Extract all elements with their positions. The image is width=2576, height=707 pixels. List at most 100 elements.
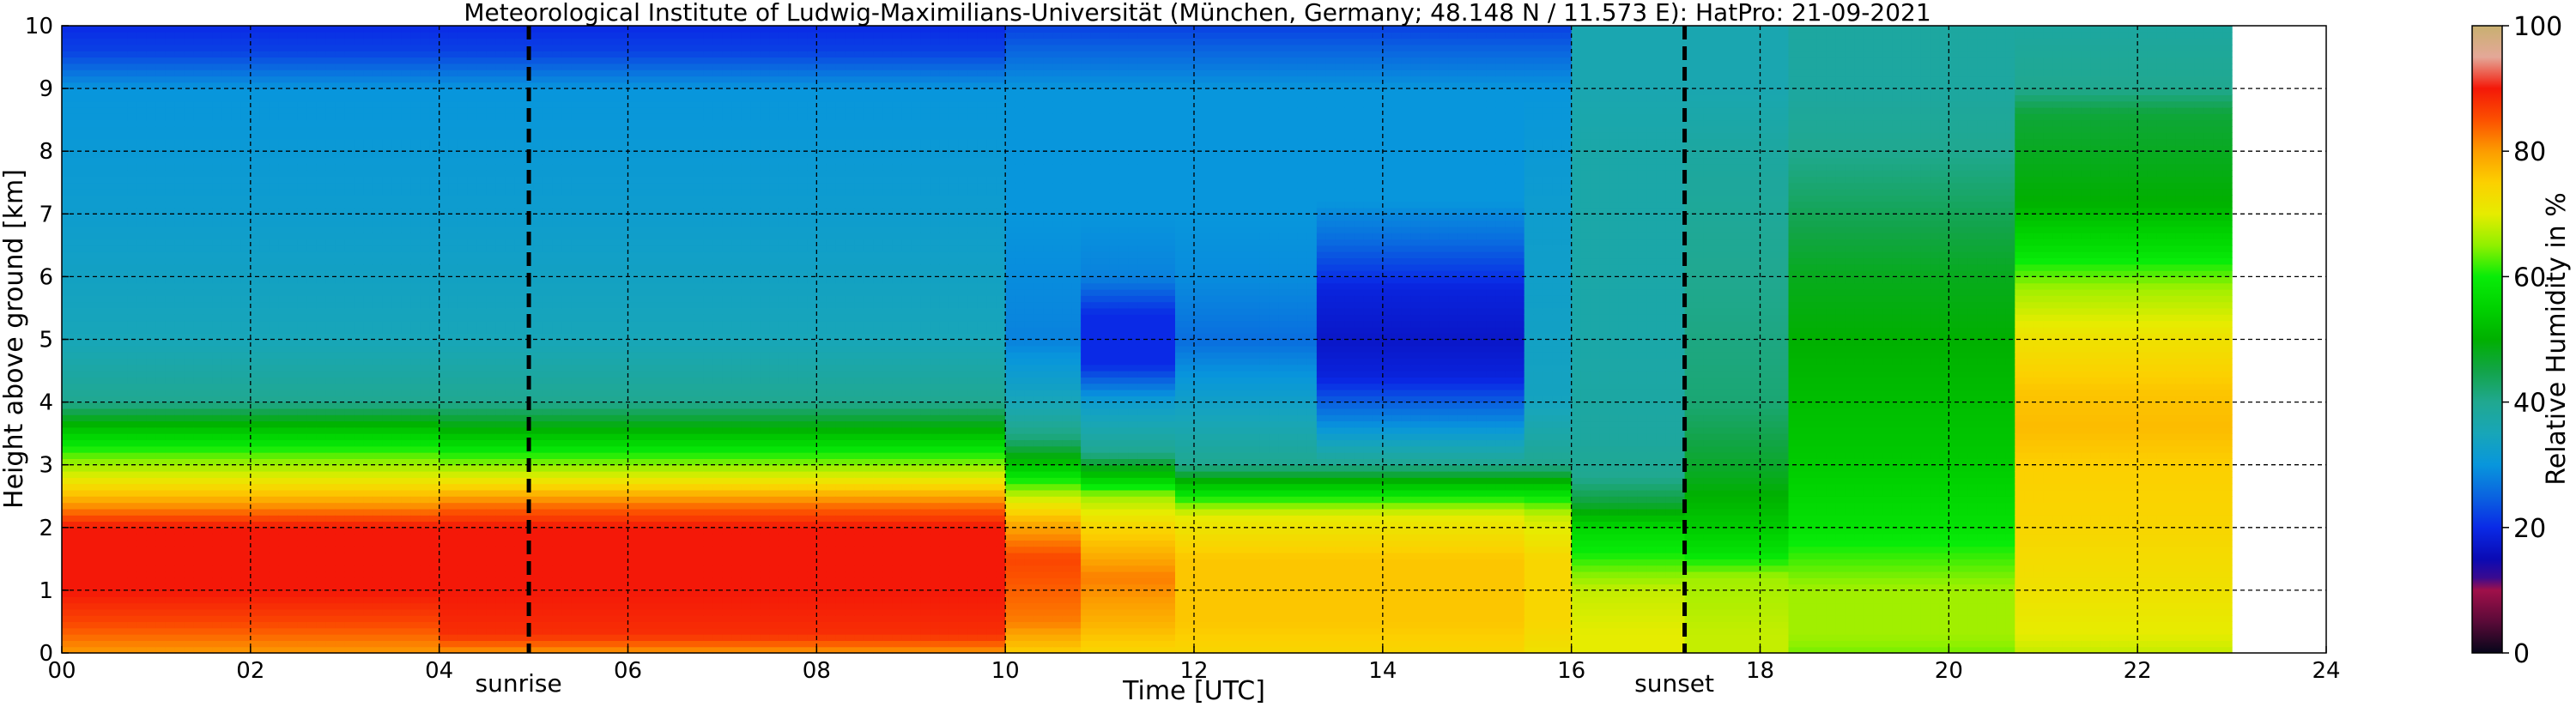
heatmap-cell	[355, 176, 365, 183]
heatmap-cell	[307, 509, 318, 516]
heatmap-cell	[118, 622, 129, 629]
heatmap-cell	[81, 69, 91, 76]
heatmap-cell	[336, 503, 346, 510]
heatmap-cell	[345, 308, 355, 315]
heatmap-cell	[326, 534, 336, 541]
heatmap-cell	[62, 640, 72, 647]
heatmap-cell	[402, 509, 412, 516]
heatmap-cell	[468, 289, 478, 296]
heatmap-cell	[364, 283, 374, 290]
heatmap-cell	[383, 32, 393, 39]
heatmap-cell	[430, 477, 440, 484]
heatmap-cell	[468, 101, 478, 108]
heatmap-cell	[411, 571, 421, 578]
heatmap-cell	[81, 603, 91, 610]
heatmap-cell	[109, 565, 119, 572]
heatmap-cell	[203, 63, 214, 70]
heatmap-cell	[185, 302, 195, 309]
heatmap-cell	[468, 433, 478, 440]
heatmap-cell	[298, 577, 308, 584]
heatmap-cell	[307, 302, 318, 309]
heatmap-cell	[137, 452, 148, 459]
heatmap-cell	[232, 214, 242, 221]
heatmap-cell	[185, 158, 195, 165]
heatmap-cell	[317, 57, 327, 64]
heatmap-cell	[307, 239, 318, 246]
heatmap-cell	[270, 239, 280, 246]
heatmap-cell	[421, 590, 431, 597]
heatmap-cell	[222, 571, 233, 578]
heatmap-cell	[364, 528, 374, 535]
heatmap-cell	[128, 634, 138, 641]
heatmap-cell	[185, 88, 195, 95]
heatmap-cell	[439, 295, 450, 302]
heatmap-cell	[175, 414, 185, 421]
heatmap-cell	[288, 107, 299, 114]
heatmap-cell	[175, 57, 185, 64]
heatmap-cell	[307, 139, 318, 146]
heatmap-cell	[279, 88, 289, 95]
heatmap-cell	[402, 214, 412, 221]
heatmap-cell	[137, 559, 148, 565]
heatmap-cell	[288, 302, 299, 309]
heatmap-cell	[364, 377, 374, 384]
heatmap-cell	[392, 471, 403, 478]
heatmap-cell	[468, 590, 478, 597]
heatmap-cell	[222, 26, 233, 33]
heatmap-cell	[383, 571, 393, 578]
heatmap-cell	[392, 26, 403, 33]
heatmap-cell	[81, 321, 91, 328]
heatmap-cell	[260, 477, 270, 484]
heatmap-cell	[317, 634, 327, 641]
heatmap-cell	[100, 113, 110, 120]
heatmap-cell	[345, 39, 355, 45]
heatmap-cell	[118, 107, 129, 114]
heatmap-cell	[364, 139, 374, 146]
heatmap-cell	[402, 490, 412, 497]
heatmap-cell	[373, 327, 384, 334]
heatmap-cell	[137, 571, 148, 578]
heatmap-cell	[355, 509, 365, 516]
heatmap-cell	[439, 471, 450, 478]
heatmap-cell	[118, 559, 129, 565]
heatmap-cell	[251, 421, 261, 428]
heatmap-cell	[439, 384, 450, 390]
heatmap-cell	[232, 321, 242, 328]
heatmap-cell	[222, 346, 233, 353]
heatmap-cell	[402, 63, 412, 70]
heatmap-cell	[345, 88, 355, 95]
heatmap-cell	[137, 534, 148, 541]
heatmap-cell	[373, 433, 384, 440]
heatmap-cell	[326, 113, 336, 120]
heatmap-cell	[185, 176, 195, 183]
heatmap-cell	[326, 45, 336, 51]
heatmap-cell	[270, 94, 280, 101]
heatmap-cell	[100, 340, 110, 347]
heatmap-cell	[326, 515, 336, 522]
heatmap-cell	[373, 158, 384, 165]
heatmap-cell	[137, 346, 148, 353]
heatmap-cell	[345, 408, 355, 415]
heatmap-cell	[90, 603, 100, 610]
heatmap-cell	[336, 565, 346, 572]
heatmap-cell	[71, 622, 82, 629]
heatmap-cell	[458, 63, 469, 70]
heatmap-cell	[128, 120, 138, 127]
heatmap-cell	[147, 352, 157, 359]
heatmap-cell	[203, 440, 214, 447]
heatmap-cell	[468, 371, 478, 378]
heatmap-cell	[411, 509, 421, 516]
heatmap-cell	[137, 57, 148, 64]
heatmap-cell	[147, 553, 157, 559]
heatmap-cell	[185, 57, 195, 64]
heatmap-cell	[383, 452, 393, 459]
heatmap-cell	[241, 577, 252, 584]
heatmap-cell	[156, 590, 167, 597]
heatmap-cell	[288, 289, 299, 296]
heatmap-cell	[468, 496, 478, 503]
heatmap-cell	[251, 440, 261, 447]
heatmap-cell	[232, 615, 242, 622]
heatmap-cell	[62, 321, 72, 328]
heatmap-cell	[137, 151, 148, 158]
heatmap-cell	[298, 88, 308, 95]
